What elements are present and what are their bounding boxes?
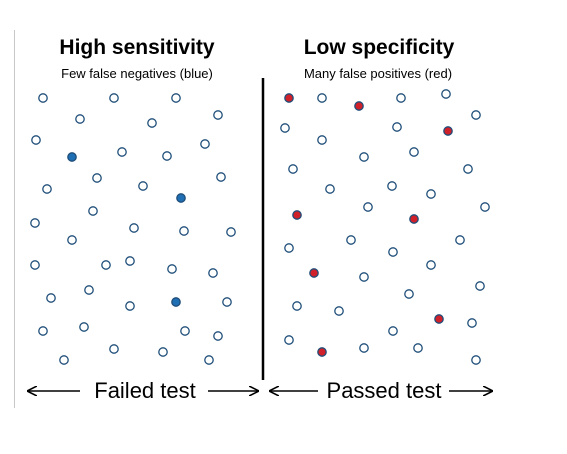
open-dot: [129, 223, 139, 233]
false-positive-dot: [309, 268, 319, 278]
open-dot: [147, 118, 157, 128]
open-dot: [392, 122, 402, 132]
open-dot: [471, 355, 481, 365]
open-dot: [413, 343, 423, 353]
false-positive-dot: [317, 347, 327, 357]
open-dot: [79, 322, 89, 332]
open-dot: [38, 326, 48, 336]
open-dot: [138, 181, 148, 191]
open-dot: [226, 227, 236, 237]
open-dot: [101, 260, 111, 270]
open-dot: [396, 93, 406, 103]
passed-test-label: Passed test: [326, 378, 442, 403]
open-dot: [467, 318, 477, 328]
open-dot: [30, 260, 40, 270]
open-dot: [292, 301, 302, 311]
open-dot: [471, 110, 481, 120]
false-positive-dot: [354, 101, 364, 111]
open-dot: [359, 343, 369, 353]
open-dot: [167, 264, 177, 274]
open-dot: [334, 306, 344, 316]
open-dot: [359, 152, 369, 162]
open-dot: [59, 355, 69, 365]
false-negative-dot: [176, 193, 186, 203]
open-dot: [441, 89, 451, 99]
right-dots-group: [280, 89, 490, 365]
open-dot: [31, 135, 41, 145]
open-dot: [317, 135, 327, 145]
open-dot: [388, 247, 398, 257]
open-dot: [363, 202, 373, 212]
open-dot: [426, 189, 436, 199]
open-dot: [200, 139, 210, 149]
open-dot: [109, 344, 119, 354]
open-dot: [38, 93, 48, 103]
false-negative-dot: [171, 297, 181, 307]
open-dot: [125, 256, 135, 266]
open-dot: [325, 184, 335, 194]
left-panel-subtitle: Few false negatives (blue): [61, 66, 213, 81]
failed-test-label: Failed test: [94, 378, 196, 403]
open-dot: [125, 301, 135, 311]
open-dot: [404, 289, 414, 299]
open-dot: [179, 226, 189, 236]
open-dot: [84, 285, 94, 295]
open-dot: [109, 93, 119, 103]
open-dot: [30, 218, 40, 228]
open-dot: [117, 147, 127, 157]
open-dot: [387, 181, 397, 191]
open-dot: [463, 164, 473, 174]
open-dot: [92, 173, 102, 183]
false-positive-dot: [292, 210, 302, 220]
open-dot: [359, 272, 369, 282]
open-dot: [180, 326, 190, 336]
open-dot: [475, 281, 485, 291]
false-positive-dot: [434, 314, 444, 324]
open-dot: [67, 235, 77, 245]
open-dot: [216, 172, 226, 182]
open-dot: [46, 293, 56, 303]
open-dot: [222, 297, 232, 307]
open-dot: [409, 147, 419, 157]
open-dot: [158, 347, 168, 357]
open-dot: [213, 110, 223, 120]
open-dot: [426, 260, 436, 270]
right-panel-subtitle: Many false positives (red): [303, 66, 453, 81]
open-dot: [204, 355, 214, 365]
false-negative-dot: [67, 152, 77, 162]
open-dot: [317, 93, 327, 103]
open-dot: [388, 326, 398, 336]
false-positive-dot: [409, 214, 419, 224]
left-dots-group: [30, 93, 236, 365]
open-dot: [480, 202, 490, 212]
left-panel-title: High sensitivity: [59, 36, 215, 59]
open-dot: [171, 93, 181, 103]
open-dot: [162, 151, 172, 161]
open-dot: [75, 114, 85, 124]
open-dot: [280, 123, 290, 133]
open-dot: [208, 268, 218, 278]
open-dot: [288, 164, 298, 174]
false-positive-dot: [443, 126, 453, 136]
open-dot: [88, 206, 98, 216]
open-dot: [42, 184, 52, 194]
open-dot: [213, 331, 223, 341]
open-dot: [346, 235, 356, 245]
open-dot: [455, 235, 465, 245]
false-positive-dot: [284, 93, 294, 103]
open-dot: [284, 243, 294, 253]
left-border-line: [14, 30, 15, 408]
open-dot: [284, 335, 294, 345]
right-panel-title: Low specificity: [303, 36, 455, 59]
